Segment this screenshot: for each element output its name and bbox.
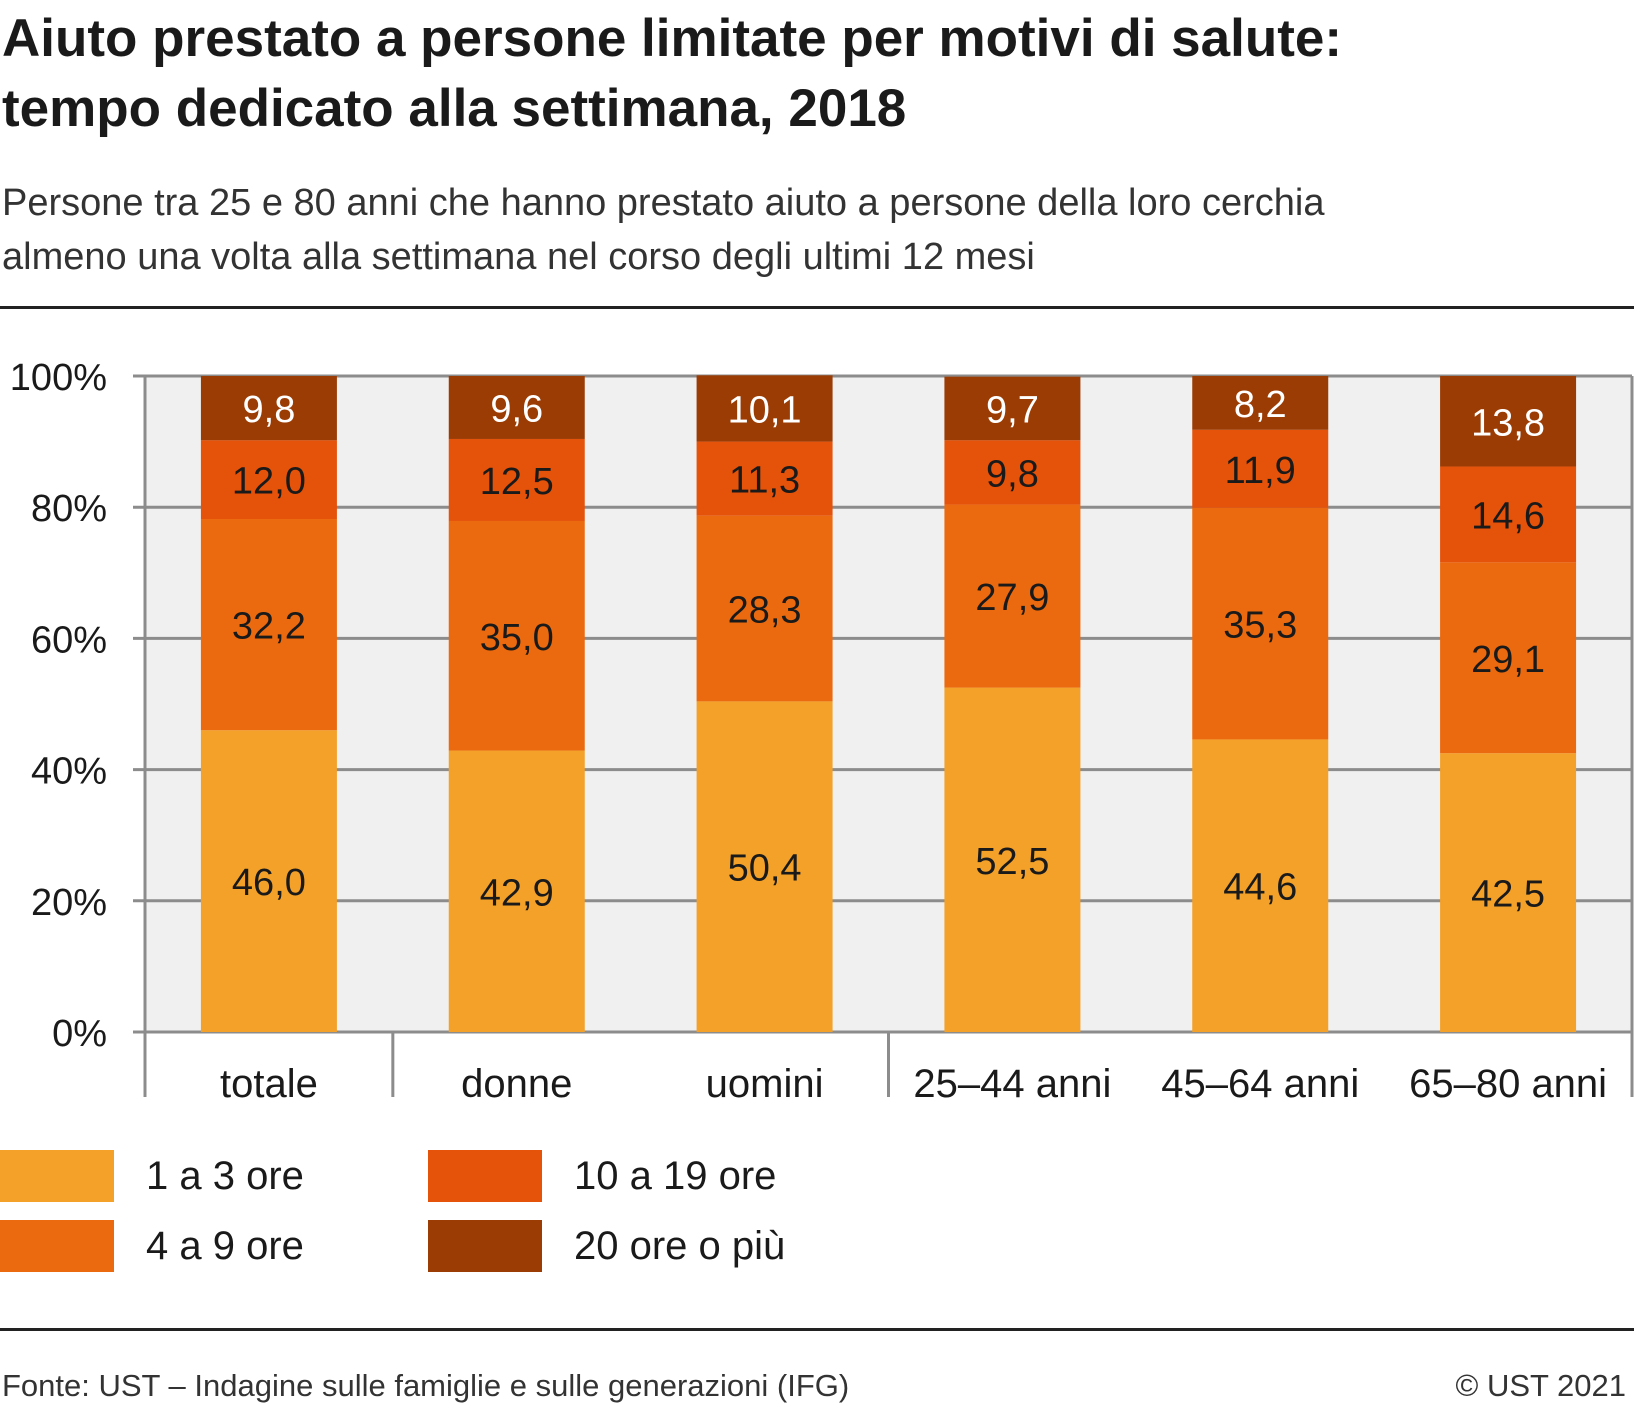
legend-label: 4 a 9 ore (146, 1224, 304, 1268)
bar-segment (1440, 466, 1577, 563)
data-label: 9,6 (490, 388, 543, 430)
bar-segment (448, 520, 585, 751)
x-tick-label: donne (461, 1062, 572, 1106)
data-label: 8,2 (1234, 384, 1287, 426)
data-label: 50,4 (728, 848, 802, 890)
chart-subtitle-line-1: Persone tra 25 e 80 anni che hanno prest… (2, 182, 1325, 224)
y-tick-label: 100% (10, 357, 107, 399)
bar-segment (1192, 429, 1329, 508)
plot-background (145, 376, 1632, 1032)
bar-segment (944, 440, 1081, 505)
x-tick-label: uomini (706, 1062, 824, 1106)
data-label: 9,8 (243, 389, 296, 431)
bar-segment (1192, 507, 1329, 740)
legend-label: 10 a 19 ore (574, 1154, 777, 1198)
bar-segment (696, 441, 833, 516)
chart-subtitle-line-2: almeno una volta alla settimana nel cors… (2, 236, 1035, 278)
data-label: 9,7 (986, 389, 1039, 431)
x-tick-label: 25–44 anni (913, 1062, 1111, 1106)
data-label: 11,3 (729, 460, 800, 502)
chart-title-line-2: tempo dedicato alla settimana, 2018 (2, 79, 907, 138)
y-tick-label: 80% (31, 488, 107, 530)
y-tick-label: 0% (52, 1013, 107, 1055)
bar-segment (944, 376, 1081, 441)
bar-segment (448, 376, 585, 439)
bar-segment (1192, 376, 1329, 430)
legend-swatch (428, 1150, 542, 1202)
data-label: 44,6 (1223, 867, 1297, 909)
data-label: 27,9 (975, 577, 1049, 619)
data-label: 52,5 (975, 841, 1049, 883)
bar-segment (1440, 376, 1577, 467)
chart-subtitle: Persone tra 25 e 80 anni che hanno prest… (2, 176, 1622, 284)
source-note: Fonte: UST – Indagine sulle famiglie e s… (2, 1368, 850, 1403)
legend-swatch (0, 1150, 114, 1202)
y-tick-label: 40% (31, 751, 107, 793)
bar-segment (696, 375, 833, 442)
bar-segment (1440, 753, 1577, 1032)
x-tick-label: 45–64 anni (1161, 1062, 1359, 1106)
stacked-bar-chart: 0% 20% 40% 60% 80% 100% 46,0 32,2 12,0 9,8 totale 4… (10, 357, 1634, 1106)
x-tick-label: totale (220, 1062, 318, 1106)
data-label: 35,3 (1223, 605, 1297, 647)
bar-segment (696, 515, 833, 702)
chart-title: Aiuto prestato a persone limitate per mo… (2, 4, 1622, 144)
bar-segment (944, 504, 1081, 688)
legend-swatch (0, 1220, 114, 1272)
bottom-divider (0, 1328, 1634, 1331)
chart-legend: 1 a 3 ore 4 a 9 ore 10 a 19 ore 20 ore o pi… (0, 1150, 1000, 1280)
data-label: 46,0 (232, 862, 306, 904)
bar-segment (1440, 562, 1577, 754)
data-label: 13,8 (1471, 402, 1545, 444)
bar-segment (200, 376, 337, 441)
y-tick-label: 20% (31, 882, 107, 924)
bar-segment (448, 750, 585, 1032)
y-tick-label: 60% (31, 619, 107, 661)
data-label: 14,6 (1471, 495, 1545, 537)
bar-segment (944, 687, 1081, 1032)
legend-swatch (428, 1220, 542, 1272)
data-label: 12,5 (480, 461, 554, 503)
legend-label: 20 ore o più (574, 1224, 786, 1268)
data-label: 12,0 (232, 461, 306, 503)
data-label: 28,3 (728, 590, 802, 632)
bar-segment (448, 438, 585, 521)
chart-title-line-1: Aiuto prestato a persone limitate per mo… (2, 9, 1342, 68)
top-divider (0, 306, 1634, 309)
x-tick-label: 65–80 anni (1409, 1062, 1607, 1106)
legend-label: 1 a 3 ore (146, 1154, 304, 1198)
data-label: 29,1 (1471, 639, 1545, 681)
bar-segment (696, 701, 833, 1032)
data-label: 35,0 (480, 617, 554, 659)
data-label: 32,2 (232, 606, 306, 648)
copyright-note: © UST 2021 (1455, 1368, 1626, 1403)
bar-segment (200, 440, 337, 520)
bar-segment (1192, 739, 1329, 1032)
data-label: 42,5 (1471, 874, 1545, 916)
bar-segment (200, 730, 337, 1032)
data-label: 10,1 (728, 389, 802, 431)
data-label: 42,9 (480, 872, 554, 914)
data-label: 9,8 (986, 453, 1039, 495)
data-label: 11,9 (1225, 450, 1296, 492)
bar-segment (200, 519, 337, 731)
